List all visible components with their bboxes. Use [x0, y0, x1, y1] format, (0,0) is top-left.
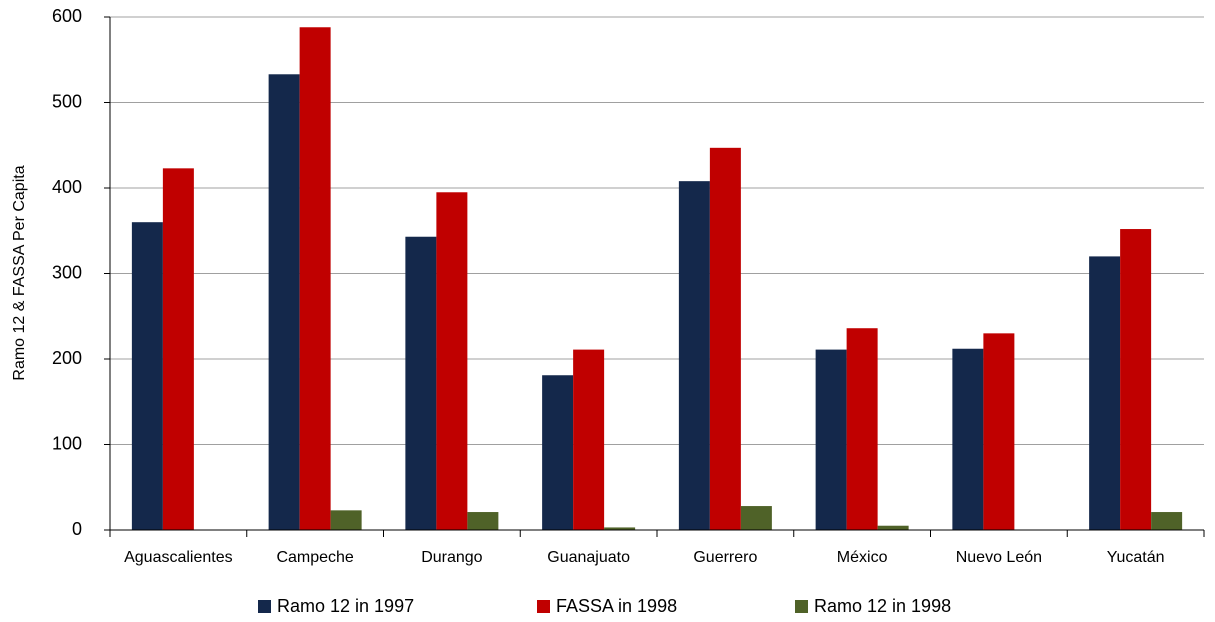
x-tick-label: Durango — [421, 549, 482, 566]
bar — [436, 192, 468, 530]
bar — [268, 74, 300, 530]
bar — [330, 510, 362, 530]
legend-label: Ramo 12 in 1998 — [814, 596, 951, 616]
x-tick-label: Campeche — [276, 549, 353, 566]
x-tick-label: Yucatán — [1107, 549, 1165, 566]
x-tick-label: Guerrero — [693, 549, 757, 566]
y-tick-label: 500 — [52, 91, 82, 111]
bar — [131, 222, 163, 530]
bar — [1089, 256, 1121, 530]
bar — [299, 27, 331, 530]
bar — [162, 168, 194, 530]
x-tick-label: Guanajuato — [547, 549, 630, 566]
bar — [983, 333, 1015, 530]
y-tick-label: 200 — [52, 348, 82, 368]
legend-swatch — [795, 600, 808, 613]
legend-label: FASSA in 1998 — [556, 596, 677, 616]
bar — [1151, 512, 1183, 530]
bar — [467, 512, 499, 530]
y-tick-label: 0 — [72, 519, 82, 539]
y-tick-label: 400 — [52, 177, 82, 197]
legend-swatch — [537, 600, 550, 613]
legend-swatch — [258, 600, 271, 613]
bar — [1120, 229, 1152, 531]
x-tick-label: México — [837, 549, 888, 566]
bar — [604, 527, 636, 530]
bar — [740, 506, 772, 530]
bar — [678, 181, 710, 530]
x-tick-label: Aguascalientes — [124, 549, 233, 566]
bar — [952, 348, 984, 530]
bar — [846, 328, 878, 530]
y-tick-label: 300 — [52, 262, 82, 282]
bar — [815, 349, 847, 530]
bar — [709, 147, 741, 530]
bar — [405, 236, 437, 531]
y-tick-label: 100 — [52, 433, 82, 453]
y-axis-title: Ramo 12 & FASSA Per Capita — [11, 165, 28, 380]
bar — [542, 375, 574, 530]
bar — [573, 349, 605, 530]
x-tick-label: Nuevo León — [956, 549, 1042, 566]
bar — [877, 525, 909, 530]
legend-label: Ramo 12 in 1997 — [277, 596, 414, 616]
y-tick-label: 600 — [52, 6, 82, 26]
